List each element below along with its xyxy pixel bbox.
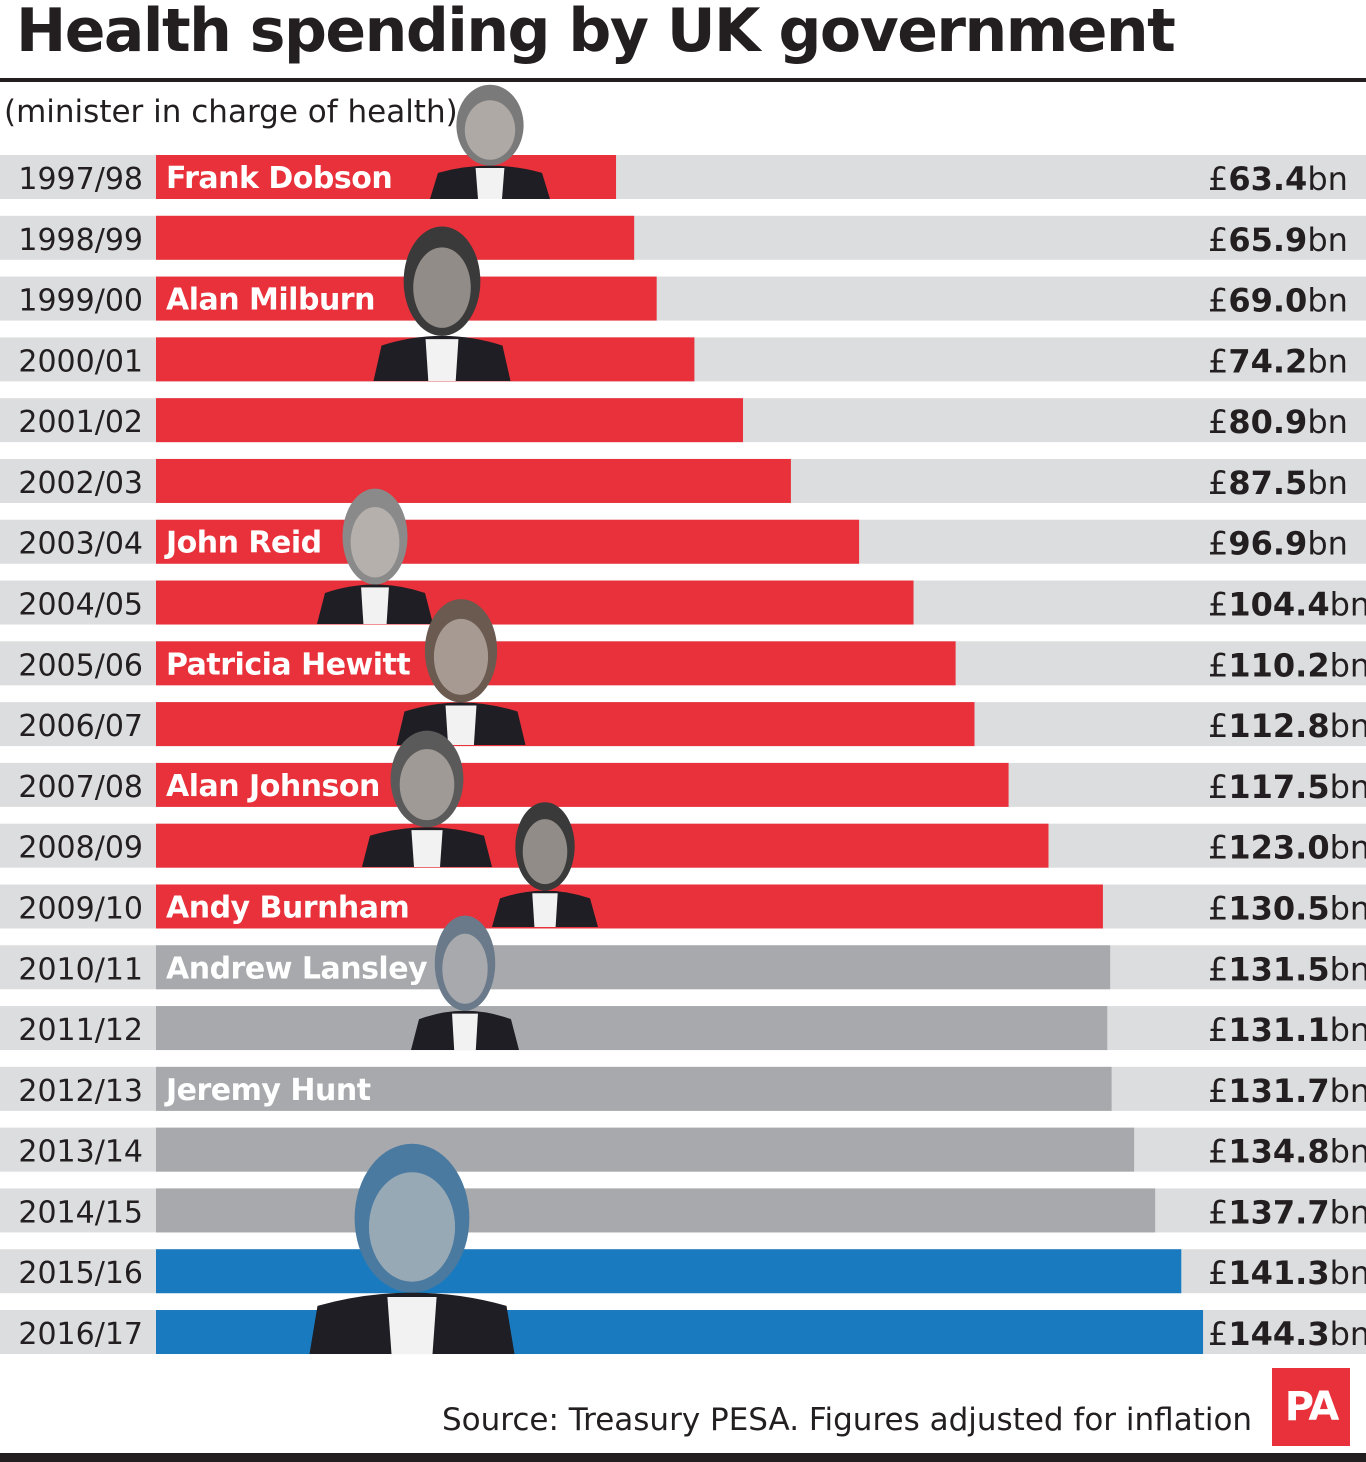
- year-label: 2004/05: [18, 588, 143, 623]
- portrait-alan-johnson: [362, 730, 492, 867]
- source-note: Source: Treasury PESA. Figures adjusted …: [442, 1402, 1253, 1438]
- bar-2008-09: [156, 823, 1049, 868]
- chart-title: Health spending by UK government: [16, 0, 1176, 66]
- bar-2004-05: [156, 580, 914, 625]
- bar-2015-16: [156, 1249, 1182, 1294]
- year-label: 2009/10: [18, 891, 143, 926]
- minister-label: Jeremy Hunt: [164, 1073, 371, 1108]
- bar-2010-11: [156, 945, 1111, 990]
- value-label: £131.5bn: [1208, 950, 1366, 988]
- year-label: 2001/02: [18, 405, 143, 440]
- minister-label: John Reid: [164, 526, 322, 561]
- year-label: 1998/99: [18, 223, 143, 258]
- value-label: £144.3bn: [1208, 1315, 1366, 1353]
- minister-label: Frank Dobson: [166, 161, 392, 196]
- portrait-alan-milburn: [373, 226, 511, 381]
- bar-2011-12: [156, 1006, 1108, 1051]
- pa-logo: PA: [1272, 1368, 1350, 1446]
- value-label: £104.4bn: [1208, 586, 1366, 624]
- minister-label: Patricia Hewitt: [166, 647, 410, 682]
- bar-2006-07: [156, 702, 975, 747]
- chart-subtitle: (minister in charge of health): [4, 94, 458, 130]
- value-label: £96.9bn: [1208, 525, 1348, 563]
- bar-2007-08: [156, 762, 1009, 807]
- portrait-frank-dobson: [430, 84, 550, 199]
- year-label: 1999/00: [18, 284, 143, 319]
- minister-label: Andrew Lansley: [166, 951, 428, 986]
- bar-2001-02: [156, 398, 744, 443]
- portrait-jeremy-hunt: [309, 1143, 515, 1354]
- minister-label: Alan Milburn: [166, 283, 375, 318]
- value-label: £65.9bn: [1208, 221, 1348, 259]
- value-label: £80.9bn: [1208, 403, 1348, 441]
- value-label: £110.2bn: [1208, 646, 1366, 684]
- year-label: 2003/04: [18, 527, 143, 562]
- bar-2003-04: [156, 519, 860, 564]
- bar-2014-15: [156, 1188, 1156, 1233]
- year-label: 2000/01: [18, 344, 143, 379]
- value-label: £141.3bn: [1208, 1254, 1366, 1292]
- year-label: 2013/14: [18, 1135, 143, 1170]
- bar-2013-14: [156, 1127, 1135, 1172]
- labels: 1997/98 £63.4bn 1998/99 £65.9bn 1999/00 £69.0…: [18, 160, 1366, 1353]
- portrait-john-reid: [317, 488, 433, 624]
- portrait-andy-burnham: [492, 802, 598, 927]
- bars: [0, 155, 1366, 1355]
- year-label: 2008/09: [18, 831, 143, 866]
- year-label: 2014/15: [18, 1195, 143, 1230]
- value-label: £112.8bn: [1208, 707, 1366, 745]
- year-label: 2010/11: [18, 952, 143, 987]
- year-label: 2002/03: [18, 466, 143, 501]
- value-label: £117.5bn: [1208, 768, 1366, 806]
- bar-2012-13: [156, 1066, 1112, 1111]
- year-label: 1997/98: [18, 162, 143, 197]
- value-label: £134.8bn: [1208, 1133, 1366, 1171]
- value-label: £131.1bn: [1208, 1011, 1366, 1049]
- bottom-bar: [0, 1453, 1366, 1462]
- value-label: £63.4bn: [1208, 160, 1348, 198]
- value-label: £130.5bn: [1208, 889, 1366, 927]
- bar-2005-06: [156, 641, 956, 686]
- year-label: 2007/08: [18, 770, 143, 805]
- year-label: 2012/13: [18, 1074, 143, 1109]
- year-label: 2006/07: [18, 709, 143, 744]
- year-label: 2005/06: [18, 648, 143, 683]
- value-label: £137.7bn: [1208, 1193, 1366, 1231]
- value-label: £69.0bn: [1208, 282, 1348, 320]
- bar-2002-03: [156, 458, 791, 503]
- value-label: £87.5bn: [1208, 464, 1348, 502]
- year-label: 2016/17: [18, 1317, 143, 1352]
- value-label: £123.0bn: [1208, 829, 1366, 867]
- year-label: 2015/16: [18, 1256, 143, 1291]
- portraits: [309, 84, 598, 1354]
- minister-label: Alan Johnson: [166, 769, 380, 804]
- bar-1998-99: [156, 215, 635, 260]
- value-label: £74.2bn: [1208, 342, 1348, 380]
- minister-label: Andy Burnham: [166, 890, 409, 925]
- title-divider: [0, 78, 1366, 82]
- bar-2009-10: [156, 884, 1103, 929]
- portrait-andrew-lansley: [411, 915, 519, 1050]
- year-label: 2011/12: [18, 1013, 143, 1048]
- value-label: £131.7bn: [1208, 1072, 1366, 1110]
